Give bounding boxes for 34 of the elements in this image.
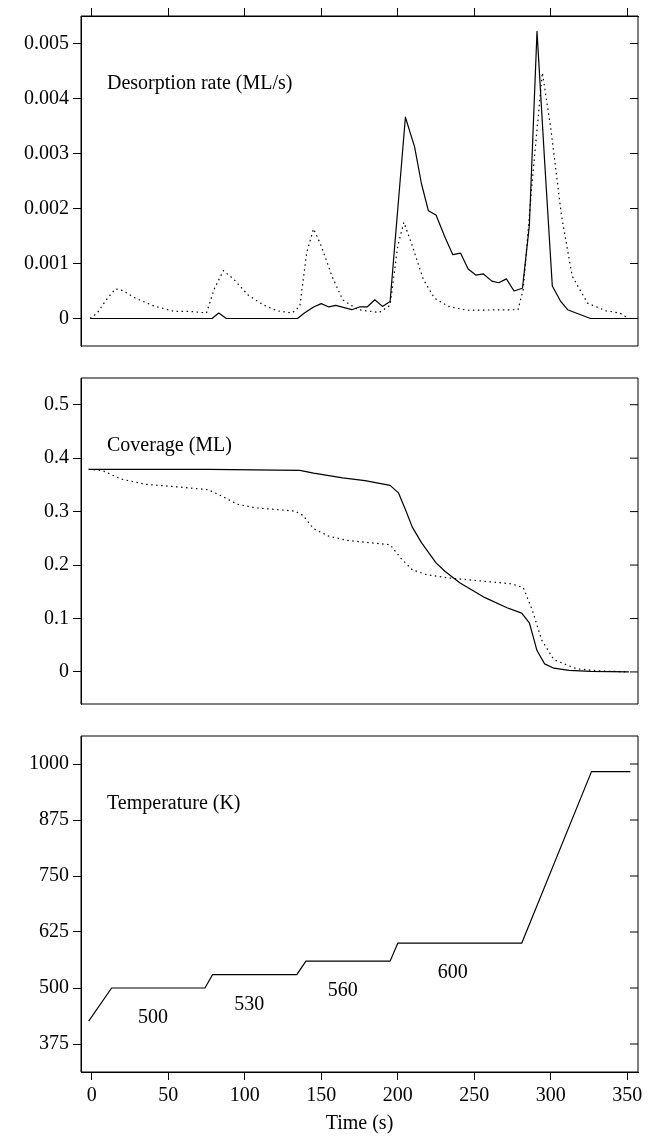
- annotation: 500: [137, 1005, 168, 1028]
- x-tick-label: 200: [382, 1083, 413, 1106]
- y-tick-label: 625: [39, 919, 69, 942]
- y-tick-label: 0.002: [24, 195, 69, 218]
- text: Temperature (K): [107, 791, 241, 815]
- x-tick-label: 0: [86, 1083, 97, 1106]
- y-tick-label: 500: [39, 975, 69, 998]
- annotation: 600: [437, 960, 468, 983]
- x-tick-label: 350: [612, 1083, 643, 1106]
- annotation: 530: [234, 991, 265, 1014]
- x-tick-label: 50: [158, 1083, 179, 1106]
- x-tick-label: 250: [459, 1083, 490, 1106]
- x-tick-label: 300: [535, 1083, 566, 1106]
- y-tick-label: 1000: [29, 751, 69, 774]
- x-tick-label: 100: [229, 1083, 260, 1106]
- y-tick-label: 0.5: [44, 391, 69, 414]
- y-tick-label: 750: [39, 863, 69, 886]
- y-tick-label: 875: [39, 807, 69, 830]
- x-tick-label: 150: [306, 1083, 337, 1106]
- y-tick-label: 375: [39, 1031, 69, 1054]
- y-tick-label: 0.2: [44, 552, 69, 575]
- y-tick-label: 0.001: [24, 250, 69, 273]
- y-tick-label: 0.3: [44, 498, 69, 521]
- y-tick-label: 0.004: [24, 85, 69, 108]
- y-tick-label: 0.003: [24, 140, 69, 163]
- text: Desorption rate (ML/s): [107, 71, 293, 95]
- y-tick-label: 0.1: [44, 605, 69, 628]
- x-axis-title: Time (s): [325, 1111, 394, 1135]
- y-tick-label: 0.005: [24, 30, 69, 53]
- text: Coverage (ML): [107, 433, 232, 457]
- y-tick-label: 0.4: [44, 445, 69, 468]
- y-tick-label: 0: [59, 305, 69, 328]
- annotation: 560: [327, 978, 358, 1001]
- y-tick-label: 0: [59, 659, 69, 682]
